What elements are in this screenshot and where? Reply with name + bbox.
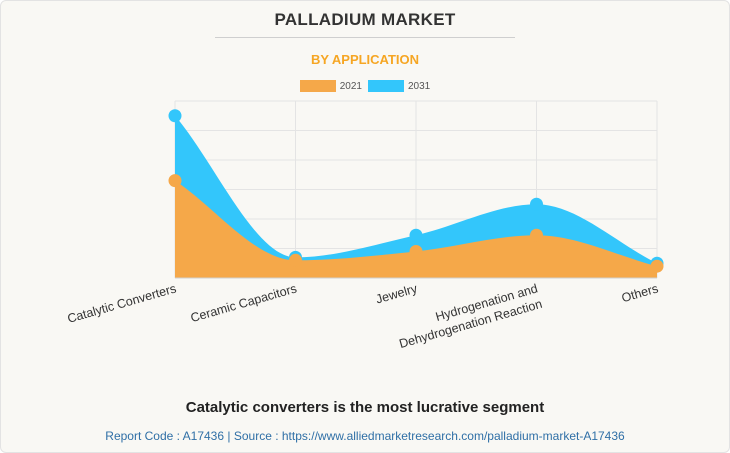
x-tick-label: Catalytic Converters [66, 281, 178, 325]
source-link[interactable]: Source : https://www.alliedmarketresearc… [233, 429, 625, 443]
legend-item-2021[interactable]: 2021 [299, 80, 362, 92]
x-tick-label-line: Jewelry [374, 281, 419, 306]
data-point-2021 [289, 253, 302, 267]
title-divider [215, 37, 515, 38]
legend-swatch-2021 [299, 80, 336, 92]
legend-label-2031: 2031 [408, 80, 431, 92]
x-tick-label: Jewelry [374, 281, 419, 306]
data-point-2031 [168, 109, 182, 123]
legend-swatch-2031 [368, 80, 404, 92]
legend-label-2021: 2021 [339, 80, 362, 92]
data-point-2021 [168, 174, 182, 188]
x-tick-label-line: Catalytic Converters [66, 281, 178, 325]
chart-title: PALLADIUM MARKET [274, 10, 456, 29]
area-series-2021 [175, 180, 657, 278]
legend-item-2031[interactable]: 2031 [368, 80, 430, 92]
chart-subtitle: BY APPLICATION [310, 52, 420, 67]
report-code: Report Code : A17436 [105, 429, 225, 443]
x-tick-label-line: Others [620, 281, 660, 305]
footer-headline: Catalytic converters is the most lucrati… [185, 399, 545, 416]
x-tick-label-line: Ceramic Capacitors [189, 281, 298, 325]
data-point-2031 [530, 197, 543, 211]
footer-source: Report Code : A17436 | Source : https://… [0, 429, 730, 443]
data-point-2021 [409, 244, 423, 258]
x-tick-label: Others [620, 281, 660, 305]
data-point-2021 [530, 228, 543, 242]
x-tick-label: Ceramic Capacitors [189, 281, 298, 325]
chart-legend: 2021 2031 [0, 80, 730, 92]
footer-separator: | [227, 429, 231, 443]
data-point-2031 [409, 228, 423, 242]
data-point-2021 [650, 259, 664, 273]
